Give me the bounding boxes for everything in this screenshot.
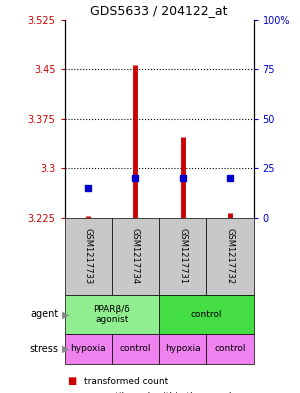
- Text: PPARβ/δ
agonist: PPARβ/δ agonist: [93, 305, 130, 324]
- Text: agent: agent: [30, 309, 58, 320]
- Text: stress: stress: [29, 344, 58, 354]
- Text: ■: ■: [68, 392, 77, 393]
- Text: hypoxia: hypoxia: [165, 344, 200, 353]
- Text: ■: ■: [68, 376, 77, 386]
- Text: GSM1217731: GSM1217731: [178, 228, 187, 285]
- Text: ▶: ▶: [61, 344, 69, 354]
- Text: GSM1217733: GSM1217733: [84, 228, 93, 285]
- Text: control: control: [214, 344, 246, 353]
- Text: transformed count: transformed count: [84, 377, 168, 386]
- Text: hypoxia: hypoxia: [70, 344, 106, 353]
- Title: GDS5633 / 204122_at: GDS5633 / 204122_at: [90, 4, 228, 17]
- Text: GSM1217732: GSM1217732: [225, 228, 234, 285]
- Text: GSM1217734: GSM1217734: [131, 228, 140, 285]
- Text: control: control: [120, 344, 151, 353]
- Text: ▶: ▶: [61, 309, 69, 320]
- Text: control: control: [190, 310, 222, 319]
